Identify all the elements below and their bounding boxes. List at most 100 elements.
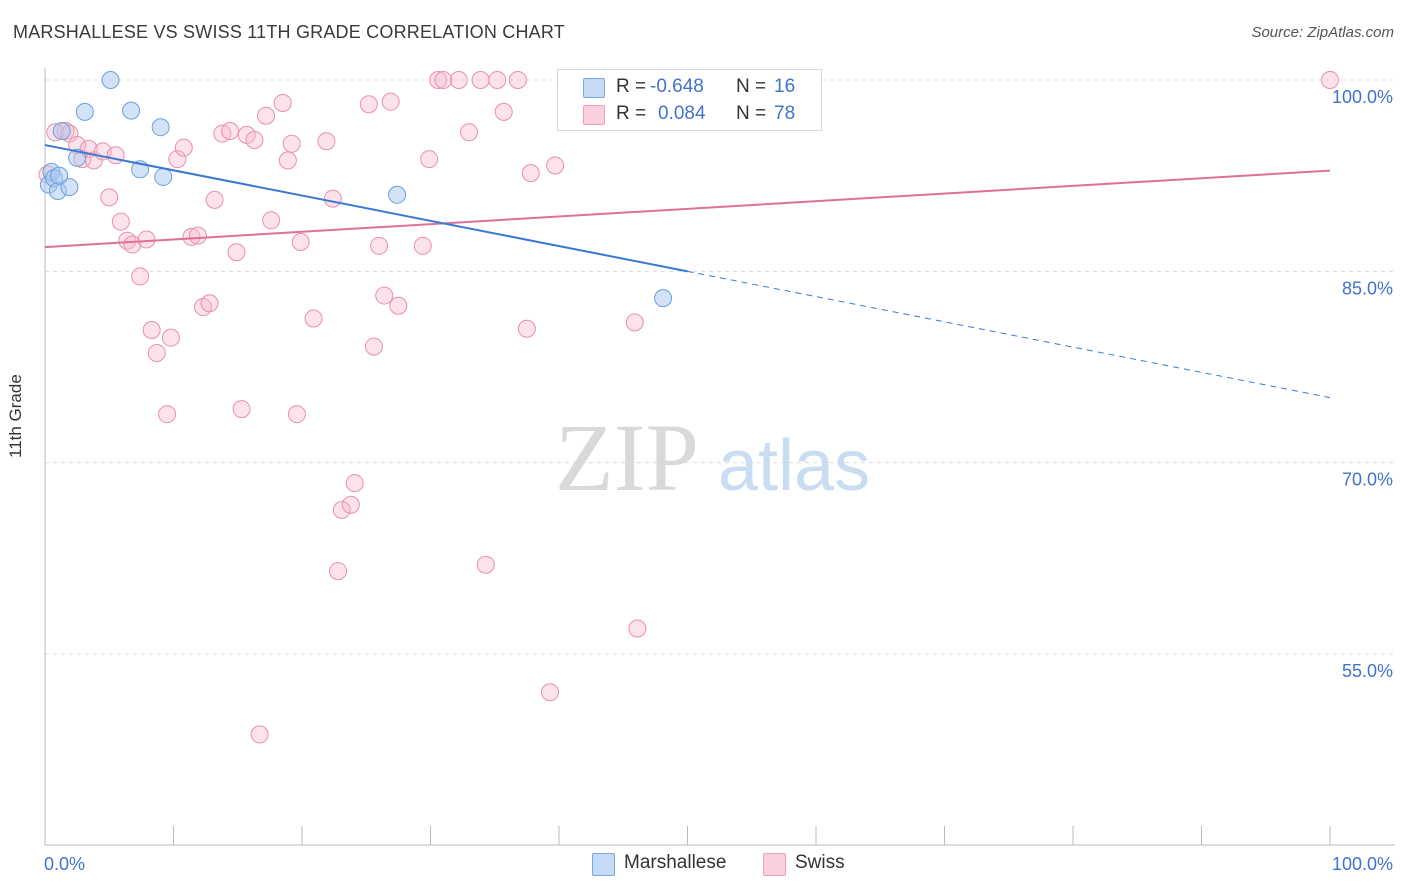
swiss-point <box>287 405 306 424</box>
swiss-point <box>188 226 207 245</box>
axes <box>44 68 1395 846</box>
y-tick-labels: 100.0% 85.0% 70.0% 55.0% <box>1332 87 1393 681</box>
swiss-point <box>541 683 560 702</box>
swiss-point <box>131 267 150 286</box>
marshallese-point <box>154 167 173 186</box>
swiss-point <box>147 343 166 362</box>
swiss-point <box>142 321 161 340</box>
y-tick-label: 85.0% <box>1342 278 1393 298</box>
swiss-point <box>1321 71 1339 89</box>
swiss-point <box>100 188 119 207</box>
swiss-point <box>488 71 507 89</box>
bottom-legend-label: Swiss <box>795 852 845 873</box>
bottom-legend-swatch-marshallese <box>592 853 615 876</box>
swiss-point <box>429 71 448 89</box>
swiss-point <box>494 102 513 121</box>
swiss-point <box>168 150 187 169</box>
marshallese-point <box>122 101 141 120</box>
swiss-point <box>460 123 479 142</box>
swiss-point <box>341 495 360 514</box>
swiss-point <box>471 71 490 89</box>
swiss-trend-line <box>44 169 1331 249</box>
source-label: Source: ZipAtlas.com <box>1251 24 1394 41</box>
swiss-point <box>476 555 495 574</box>
legend-row-swiss: R = 0.084 N = 78 <box>558 101 821 127</box>
swiss-point <box>257 106 276 125</box>
legend-swatch-swiss <box>583 105 605 125</box>
swiss-point <box>262 211 281 230</box>
marshallese-point <box>101 71 120 89</box>
legend-r-label: R = <box>616 76 647 97</box>
swiss-point <box>332 500 351 519</box>
swiss-point <box>420 150 439 169</box>
swiss-point <box>111 212 130 231</box>
swiss-point <box>221 122 240 141</box>
swiss-point <box>345 474 364 493</box>
swiss-point <box>375 286 394 305</box>
legend-n-label: N = <box>736 76 767 97</box>
swiss-point <box>323 189 342 208</box>
x-tick-label: 100.0% <box>1332 854 1393 874</box>
swiss-point <box>200 294 219 313</box>
marshallese-point <box>388 185 407 204</box>
legend-r-value: -0.648 <box>650 76 704 97</box>
x-tick-label: 0.0% <box>44 854 85 874</box>
correlation-legend: R = -0.648 N = 16 R = 0.084 N = 78 <box>557 69 822 131</box>
swiss-point <box>291 232 310 251</box>
swiss-point <box>282 134 301 153</box>
swiss-point <box>381 92 400 111</box>
marshallese-point <box>60 178 79 197</box>
swiss-point <box>508 71 527 89</box>
swiss-point <box>364 337 383 356</box>
swiss-point <box>449 71 468 89</box>
y-tick-label: 100.0% <box>1332 87 1393 107</box>
legend-row-marshallese: R = -0.648 N = 16 <box>558 74 821 100</box>
swiss-point <box>227 243 246 262</box>
marshallese-point <box>50 166 69 185</box>
swiss-point <box>389 296 408 315</box>
legend-n-value: 16 <box>774 76 796 97</box>
swiss-point <box>161 328 180 347</box>
swiss-point <box>370 236 389 255</box>
marshallese-point <box>654 289 673 308</box>
swiss-point <box>250 725 269 744</box>
chart-title: MARSHALLESE VS SWISS 11TH GRADE CORRELAT… <box>13 22 565 42</box>
marshallese-points <box>39 71 673 308</box>
grid-lines <box>45 79 1395 655</box>
watermark-atlas: atlas <box>718 426 870 506</box>
swiss-point <box>317 132 336 151</box>
marshallese-point <box>68 148 87 167</box>
swiss-point <box>304 309 323 328</box>
y-tick-label: 55.0% <box>1342 661 1393 681</box>
y-tick-label: 70.0% <box>1342 470 1393 490</box>
legend-r-label: R = <box>616 103 647 124</box>
swiss-point <box>232 400 251 419</box>
swiss-point <box>521 164 540 183</box>
legend-n-value: 78 <box>774 103 796 124</box>
x-tick-labels: 0.0% 100.0% <box>44 854 1393 874</box>
swiss-point <box>106 146 125 165</box>
swiss-point <box>273 93 292 112</box>
marshallese-trend-line <box>44 144 688 273</box>
swiss-point <box>434 71 453 89</box>
marshallese-point <box>151 118 170 137</box>
swiss-point <box>205 190 224 209</box>
swiss-point <box>174 138 193 157</box>
bottom-legend-swatch-swiss <box>763 853 786 876</box>
swiss-point <box>625 313 644 332</box>
swiss-point <box>328 562 347 581</box>
swiss-point <box>359 95 378 114</box>
swiss-point <box>123 235 142 254</box>
swiss-point <box>546 156 565 175</box>
legend-r-value: 0.084 <box>658 103 706 124</box>
swiss-point <box>628 619 647 638</box>
watermark-zip: ZIP <box>555 404 699 511</box>
legend-n-label: N = <box>736 103 767 124</box>
swiss-point <box>245 130 264 149</box>
bottom-legend-label: Marshallese <box>624 852 727 873</box>
swiss-point <box>413 236 432 255</box>
marshallese-point <box>75 102 94 121</box>
trend-lines <box>44 144 1331 399</box>
swiss-point <box>278 151 297 170</box>
